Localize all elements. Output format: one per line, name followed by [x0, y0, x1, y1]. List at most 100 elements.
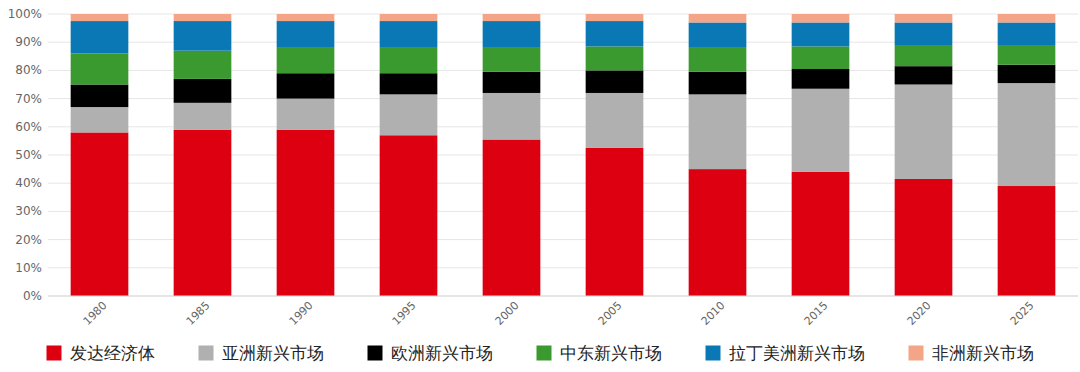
legend-item: 发达经济体 — [47, 343, 155, 363]
legend-item: 亚洲新兴市场 — [199, 343, 324, 363]
bar-segment — [689, 169, 747, 296]
legend-swatch — [909, 346, 924, 361]
y-tick-label: 50% — [15, 148, 42, 162]
grid-line — [48, 296, 1078, 297]
bar-segment — [174, 51, 232, 79]
bar-segment — [792, 172, 850, 296]
bar-segment — [71, 85, 129, 108]
bar-segment — [895, 179, 953, 296]
legend: 发达经济体亚洲新兴市场欧洲新兴市场中东新兴市场拉丁美洲新兴市场非洲新兴市场 — [47, 343, 1034, 363]
bar-segment — [174, 79, 232, 103]
bar-segment — [277, 14, 335, 21]
bar-segment — [586, 148, 644, 296]
bar-segment — [71, 53, 129, 84]
bars — [71, 14, 1056, 296]
bar-segment — [380, 21, 438, 48]
y-tick-label: 10% — [15, 261, 42, 275]
bar-segment — [277, 73, 335, 98]
bar-segment — [895, 14, 953, 22]
bar-segment — [483, 48, 541, 72]
x-tick-label: 2020 — [905, 299, 934, 328]
x-tick-label: 1985 — [184, 299, 213, 328]
y-tick-label: 70% — [15, 92, 42, 106]
legend-label: 欧洲新兴市场 — [391, 343, 493, 363]
x-tick-label: 2015 — [802, 299, 831, 328]
bar-segment — [998, 65, 1056, 83]
bar-segment — [483, 14, 541, 21]
bar-segment — [483, 93, 541, 140]
bar-segment — [586, 46, 644, 70]
x-tick-label: 1980 — [81, 299, 110, 328]
y-tick-label: 80% — [15, 63, 42, 77]
bar-segment — [380, 73, 438, 94]
legend-item: 非洲新兴市场 — [909, 343, 1034, 363]
bar-segment — [483, 139, 541, 296]
bar-segment — [380, 94, 438, 135]
y-tick-label: 30% — [15, 204, 42, 218]
bar-segment — [277, 99, 335, 130]
y-tick-label: 40% — [15, 176, 42, 190]
bar-segment — [689, 94, 747, 169]
bar-segment — [792, 89, 850, 172]
legend-label: 中东新兴市场 — [560, 343, 662, 363]
bar-segment — [586, 70, 644, 93]
bar-segment — [174, 14, 232, 21]
bar-segment — [895, 85, 953, 179]
bar-segment — [998, 83, 1056, 186]
x-tick-label: 2010 — [699, 299, 728, 328]
x-tick-label: 2005 — [596, 299, 625, 328]
bar-segment — [998, 14, 1056, 22]
grid — [48, 14, 1078, 296]
legend-swatch — [368, 346, 383, 361]
y-tick-label: 20% — [15, 233, 42, 247]
legend-swatch — [47, 346, 62, 361]
bar-segment — [792, 69, 850, 89]
bar-segment — [586, 21, 644, 46]
bar-segment — [174, 103, 232, 130]
y-tick-label: 90% — [15, 35, 42, 49]
y-tick-label: 0% — [23, 289, 42, 303]
bar-segment — [895, 22, 953, 45]
legend-label: 亚洲新兴市场 — [222, 343, 324, 363]
bar-segment — [792, 22, 850, 46]
bar-segment — [792, 14, 850, 22]
legend-swatch — [537, 346, 552, 361]
bar-segment — [689, 48, 747, 72]
bar-segment — [380, 14, 438, 21]
bar-segment — [998, 186, 1056, 296]
chart: 0% 10% 20% 30% 40% 50% 60% 70% 80% 90% 100% 1980 198… — [0, 0, 1080, 372]
legend-label: 非洲新兴市场 — [932, 343, 1034, 363]
legend-swatch — [706, 346, 721, 361]
bar-segment — [71, 107, 129, 132]
bar-segment — [71, 21, 129, 53]
y-tick-label: 100% — [8, 7, 42, 21]
y-axis: 0% 10% 20% 30% 40% 50% 60% 70% 80% 90% 100% — [8, 7, 42, 303]
legend-item: 中东新兴市场 — [537, 343, 662, 363]
bar-segment — [792, 46, 850, 69]
legend-label: 发达经济体 — [70, 343, 155, 363]
x-tick-label: 1995 — [390, 299, 419, 328]
bar-segment — [483, 21, 541, 48]
y-tick-label: 60% — [15, 120, 42, 134]
x-axis: 1980198519901995200020052010201520202025 — [48, 296, 1078, 328]
bar-segment — [174, 21, 232, 51]
bar-segment — [277, 130, 335, 296]
bar-segment — [483, 72, 541, 93]
bar-segment — [71, 132, 129, 296]
bar-segment — [895, 45, 953, 66]
bar-segment — [586, 93, 644, 148]
bar-segment — [71, 14, 129, 21]
bar-segment — [380, 135, 438, 296]
bar-segment — [895, 66, 953, 84]
legend-swatch — [199, 346, 214, 361]
bar-segment — [998, 22, 1056, 45]
bar-segment — [586, 14, 644, 21]
bar-segment — [998, 45, 1056, 65]
bar-segment — [174, 130, 232, 296]
bar-segment — [380, 48, 438, 73]
bar-segment — [689, 72, 747, 95]
legend-item: 欧洲新兴市场 — [368, 343, 493, 363]
x-axis-line — [48, 296, 1078, 297]
bar-segment — [277, 48, 335, 73]
x-tick-label: 1990 — [287, 299, 316, 328]
